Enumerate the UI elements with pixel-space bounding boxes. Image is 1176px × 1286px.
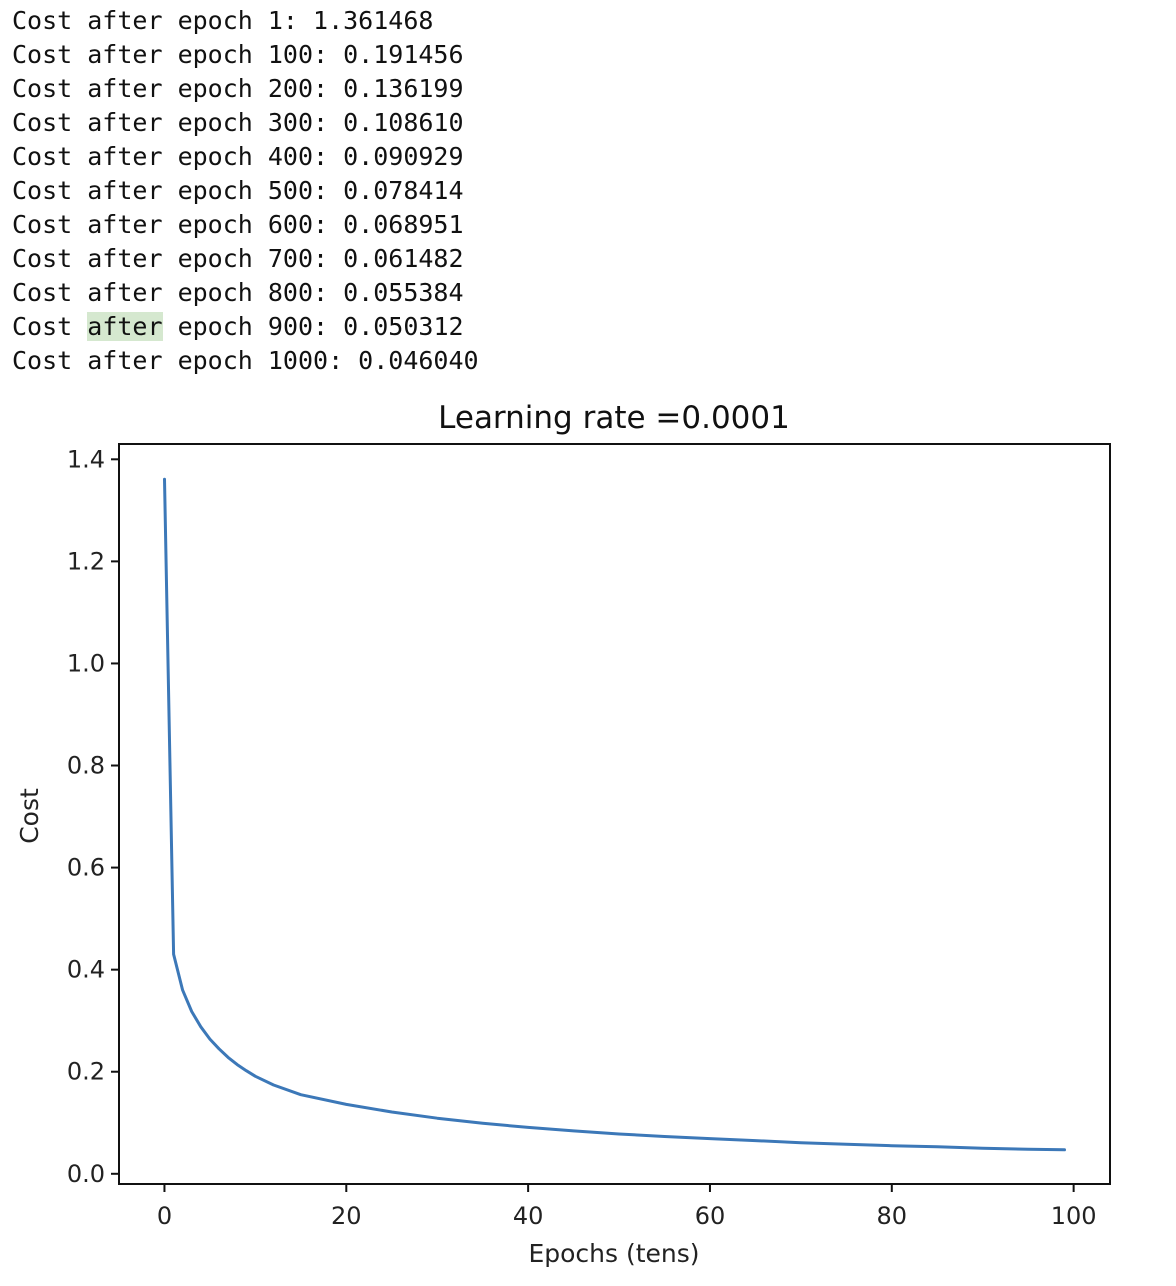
y-axis: 0.0 0.2 0.4 0.6 0.8 1.0 1.2 1.4 xyxy=(67,445,119,1188)
y-tick-label: 0.4 xyxy=(67,956,105,984)
y-tick-label: 1.0 xyxy=(67,649,105,677)
x-tick-label: 60 xyxy=(695,1202,726,1230)
x-tick-label: 80 xyxy=(877,1202,908,1230)
y-tick-label: 0.2 xyxy=(67,1058,105,1086)
console-line: Cost after epoch 100: 0.191456 xyxy=(12,40,464,69)
console-line: Cost after epoch 200: 0.136199 xyxy=(12,74,464,103)
plot-frame xyxy=(118,443,1111,1185)
x-axis: 0 20 40 60 80 100 xyxy=(157,1184,1097,1230)
console-line: Cost after epoch 400: 0.090929 xyxy=(12,142,464,171)
y-axis-label: Cost xyxy=(15,788,44,844)
y-tick-label: 1.2 xyxy=(67,547,105,575)
console-line: Cost after epoch 1: 1.361468 xyxy=(12,6,434,35)
y-tick-label: 0.6 xyxy=(67,854,105,882)
console-line: Cost after epoch 800: 0.055384 xyxy=(12,278,464,307)
chart-title: Learning rate =0.0001 xyxy=(438,400,790,436)
highlighted-word: after xyxy=(87,312,163,341)
x-tick-label: 20 xyxy=(331,1202,362,1230)
console-line: Cost after epoch 1000: 0.046040 xyxy=(12,346,479,375)
x-tick-label: 100 xyxy=(1051,1202,1097,1230)
x-axis-label: Epochs (tens) xyxy=(528,1239,699,1268)
x-tick-label: 40 xyxy=(513,1202,544,1230)
x-tick-label: 0 xyxy=(157,1202,172,1230)
console-line: Cost after epoch 500: 0.078414 xyxy=(12,176,464,205)
console-line: Cost after epoch 600: 0.068951 xyxy=(12,210,464,239)
console-line: Cost after epoch 700: 0.061482 xyxy=(12,244,464,273)
cost-series-line xyxy=(163,477,1066,1152)
console-line: Cost after epoch 900: 0.050312 xyxy=(12,312,464,341)
console-line: Cost after epoch 300: 0.108610 xyxy=(12,108,464,137)
y-tick-label: 0.0 xyxy=(67,1160,105,1188)
console-output: Cost after epoch 1: 1.361468 Cost after e… xyxy=(12,4,479,378)
series-layer xyxy=(163,477,1066,1152)
y-tick-label: 0.8 xyxy=(67,752,105,780)
y-tick-label: 1.4 xyxy=(67,445,105,473)
